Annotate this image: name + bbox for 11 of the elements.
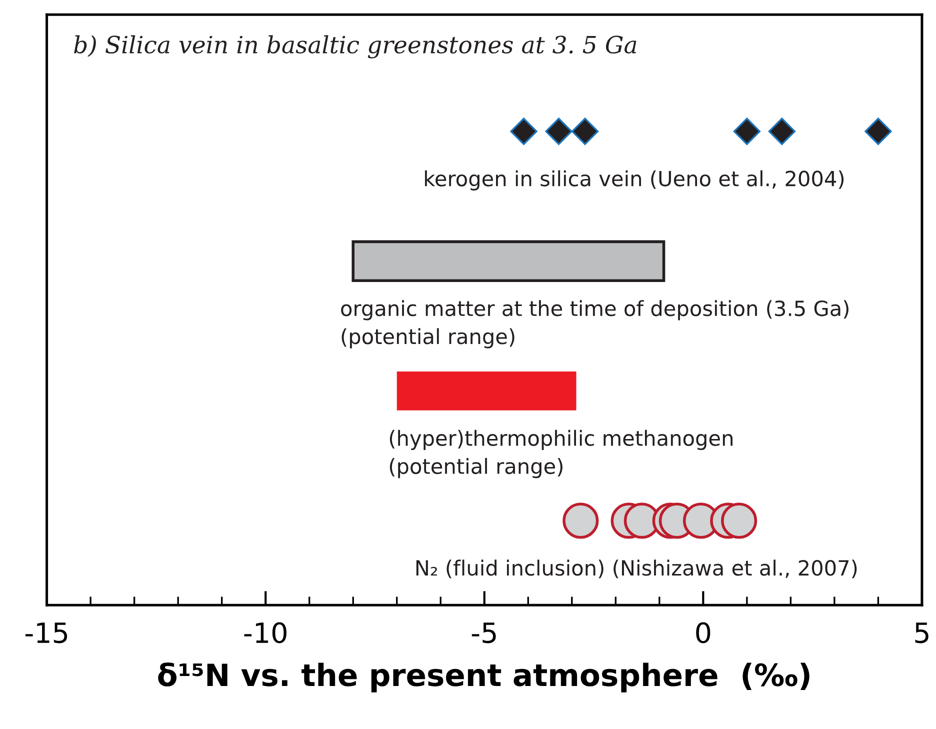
x-tick-label: 5 — [915, 622, 928, 644]
x-tick-label: -10 — [244, 622, 286, 644]
y-tick-label: N₂ (fluid inclusion) (Nishizawa et al., 2007) — [416, 560, 857, 578]
y-tick-label: (hyper)thermophilic methanogen (potential range) — [390, 430, 732, 478]
x-tick-label: 0 — [696, 622, 710, 644]
x-tick-label: -5 — [472, 622, 496, 644]
y-tick-label: kerogen in silica vein (Ueno et al., 2004) — [425, 170, 844, 190]
x-tick-label: -15 — [25, 622, 68, 644]
x-axis-title: δ¹⁵N vs. the present atmosphere (‰) — [158, 662, 810, 692]
text: b) Silica vein in basaltic greenstones at 3. 5 Ga — [74, 35, 636, 58]
y-tick-label: organic matter at the time of deposition (3.5 Ga) (potential range) — [341, 300, 848, 348]
